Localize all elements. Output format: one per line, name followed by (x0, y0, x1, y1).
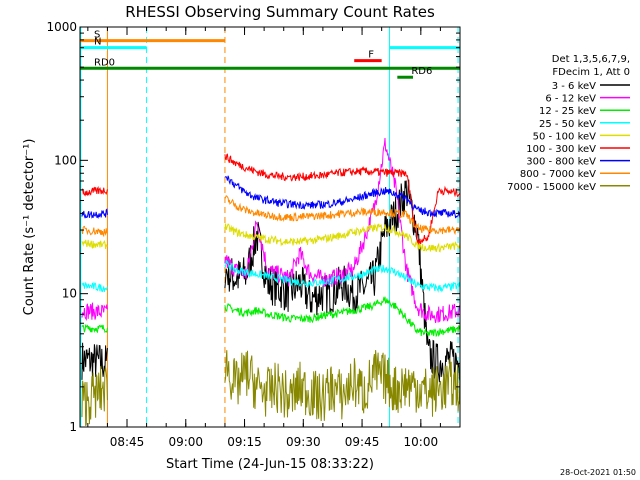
legend-header-line-1: Det 1,3,5,6,7,9, (552, 54, 630, 65)
x-tick-label-4: 09:45 (345, 435, 380, 449)
y-axis-label: Count Rate (s⁻¹ detector⁻¹) (22, 139, 37, 316)
legend-label-3: 25 - 50 keV (539, 119, 596, 130)
y-tick-label-2: 100 (54, 153, 77, 167)
generated-timestamp: 28-Oct-2021 01:50 (560, 468, 636, 477)
x-tick-label-1: 09:00 (168, 435, 203, 449)
series-line-5-pre (81, 186, 108, 197)
legend-label-4: 50 - 100 keV (533, 131, 597, 142)
x-tick-label-2: 09:15 (227, 435, 262, 449)
plot-content: SN F RD0 RD6 (80, 27, 460, 427)
series-line-8-pre (81, 366, 108, 427)
series-line-6-post (224, 175, 460, 219)
x-tick-label-5: 10:00 (404, 435, 439, 449)
flag-label-5: RD6 (411, 66, 432, 77)
y-tick-label-3: 1000 (46, 20, 77, 34)
series-line-2-post (224, 296, 460, 338)
y-axis: 1 10 100 1000 (46, 20, 460, 434)
series-line-0-post (224, 179, 460, 383)
series-line-3-post (224, 259, 460, 293)
flag-label-0: S (94, 30, 100, 41)
series-line-7-post (224, 195, 460, 235)
series-line-4-post (224, 223, 460, 253)
legend-header-line-2: FDecim 1, Att 0 (552, 67, 630, 78)
series-line-7-pre (81, 225, 108, 238)
legend: Det 1,3,5,6,7,9, FDecim 1, Att 0 3 - 6 k… (507, 54, 630, 193)
series-line-4-pre (81, 239, 108, 250)
y-tick-label-1: 10 (62, 287, 77, 301)
legend-label-6: 300 - 800 keV (526, 157, 596, 168)
series-line-1-pre (81, 302, 108, 321)
y-tick-label-0: 1 (69, 420, 77, 434)
x-tick-label-3: 09:30 (286, 435, 321, 449)
series-line-2-pre (81, 324, 108, 334)
legend-label-7: 800 - 7000 keV (520, 169, 596, 180)
legend-label-2: 12 - 25 keV (539, 106, 596, 117)
flag-label-4: RD0 (94, 57, 115, 68)
x-axis: 08:45 09:00 09:15 09:30 09:45 10:00 (87, 27, 461, 449)
plot-frame (79, 26, 461, 428)
x-tick-label-0: 08:45 (110, 435, 145, 449)
chart-title: RHESSI Observing Summary Count Rates (125, 3, 435, 21)
legend-label-1: 6 - 12 keV (545, 94, 596, 105)
series-line-6-pre (81, 208, 108, 220)
series-line-3-pre (81, 281, 108, 293)
legend-label-5: 100 - 300 keV (526, 144, 596, 155)
flag-label-3: F (368, 50, 374, 61)
legend-label-8: 7000 - 15000 keV (507, 182, 596, 193)
series-line-0-pre (81, 342, 108, 380)
x-axis-label: Start Time (24-Jun-15 08:33:22) (166, 457, 374, 472)
series-line-8-post (224, 350, 460, 422)
legend-label-0: 3 - 6 keV (552, 81, 596, 92)
series-line-1-post (224, 137, 460, 323)
series-line-5-post (224, 153, 460, 245)
flag-label-1: N (94, 37, 101, 48)
plot-area (80, 27, 460, 427)
